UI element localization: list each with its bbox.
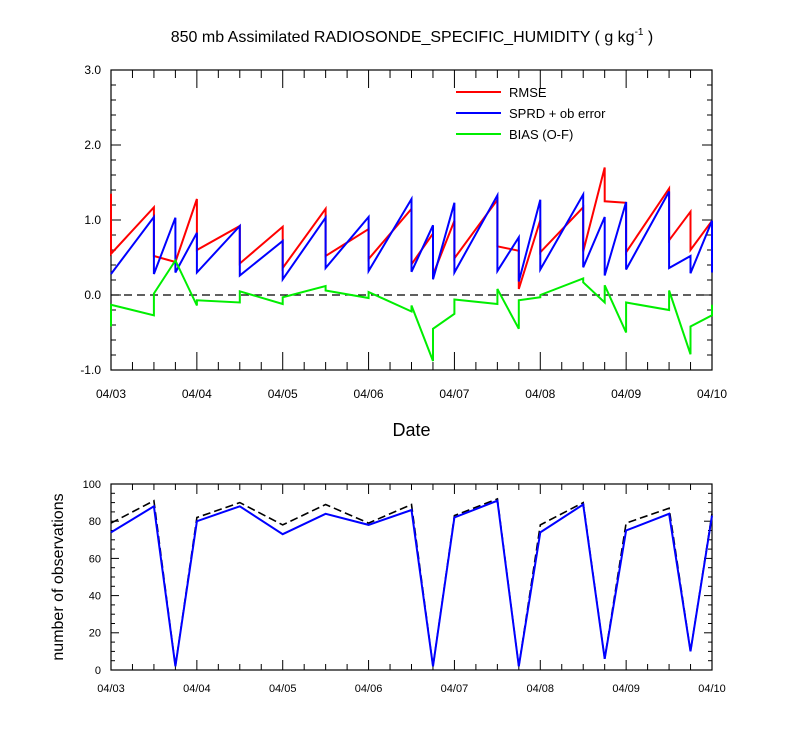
p1-x-tick-label: 04/08 xyxy=(525,387,555,401)
p2-x-tick-label: 04/04 xyxy=(183,683,211,695)
p2-y-tick-label: 0 xyxy=(95,665,101,677)
p1-y-tick-label: 3.0 xyxy=(84,63,101,77)
chart-title-close: ) xyxy=(643,29,653,46)
p2-y-tick-label: 80 xyxy=(89,516,101,528)
chart-title-main: 850 mb Assimilated RADIOSONDE_SPECIFIC_H… xyxy=(171,29,635,46)
bottom-panel: 04/03 04/04 04/05 04/06 04/07 04/08 04/09 04/10… xyxy=(50,479,726,695)
p1-x-tick-label: 04/05 xyxy=(268,387,298,401)
p2-x-tick-label: 04/09 xyxy=(612,683,640,695)
p2-series-line-2 xyxy=(110,499,713,667)
p1-x-tick-label: 04/09 xyxy=(611,387,641,401)
p2-series-line-1 xyxy=(110,497,713,667)
p2-y-tick-label: 100 xyxy=(83,479,101,491)
p1-x-axis-title: Date xyxy=(392,420,430,440)
p2-x-tick-label: 04/07 xyxy=(441,683,469,695)
p2-x-tick-label: 04/03 xyxy=(97,683,125,695)
p2-y-tick-label: 60 xyxy=(89,553,101,565)
p1-x-tick-label: 04/07 xyxy=(439,387,469,401)
p1-x-tick-label: 04/06 xyxy=(354,387,384,401)
p1-legend-label: BIAS (O-F) xyxy=(509,127,573,142)
p2-y-tick-label: 40 xyxy=(89,590,101,602)
p2-x-tick-label: 04/05 xyxy=(269,683,297,695)
top-panel: 04/03 04/04 04/05 04/06 04/07 04/08 04/09 04/10… xyxy=(80,63,727,440)
p2-x-tick-label: 04/10 xyxy=(698,683,726,695)
p1-series-line-2 xyxy=(110,190,713,283)
p1-x-tick-label: 04/04 xyxy=(182,387,212,401)
p2-y-tick-label: 20 xyxy=(89,628,101,640)
p1-y-tick-label: 2.0 xyxy=(84,138,101,152)
p1-x-tick-label: 04/03 xyxy=(96,387,126,401)
chart-title-superscript: -1 xyxy=(635,27,644,38)
p1-legend-label: SPRD + ob error xyxy=(509,106,606,121)
p1-y-tick-label: 0.0 xyxy=(84,288,101,302)
p1-y-tick-label: -1.0 xyxy=(80,363,101,377)
p1-x-tick-label: 04/10 xyxy=(697,387,727,401)
p1-series-line-1 xyxy=(110,167,713,290)
p1-series-line-3 xyxy=(110,258,713,362)
p2-y-axis-title: number of observations xyxy=(50,493,67,660)
p1-legend-label: RMSE xyxy=(509,85,547,100)
chart-title: 850 mb Assimilated RADIOSONDE_SPECIFIC_H… xyxy=(171,27,654,46)
p2-x-tick-label: 04/08 xyxy=(527,683,555,695)
p2-x-tick-label: 04/06 xyxy=(355,683,383,695)
p1-y-tick-label: 1.0 xyxy=(84,213,101,227)
